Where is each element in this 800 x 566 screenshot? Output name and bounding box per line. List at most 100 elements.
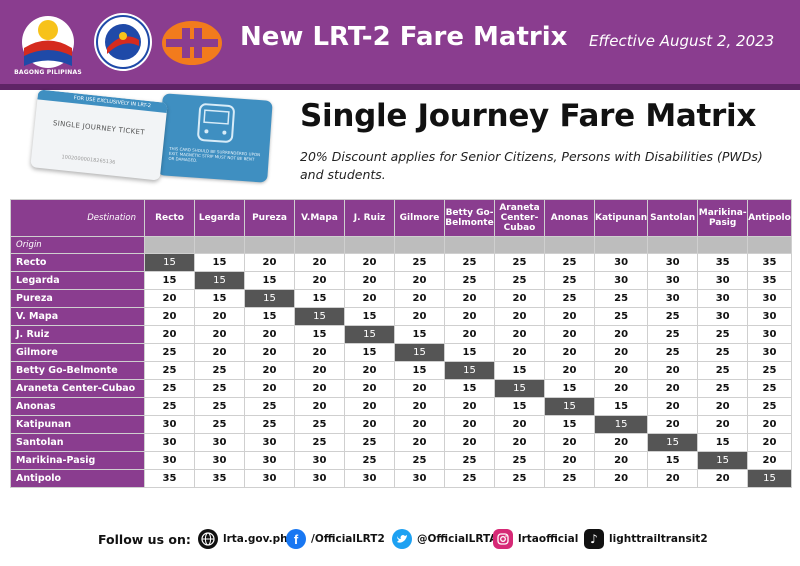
origin-station-label: Recto bbox=[10, 253, 145, 272]
social-website[interactable]: lrta.gov.ph bbox=[198, 528, 288, 550]
social-tiktok[interactable]: ♪ lighttrailtransit2 bbox=[584, 528, 708, 550]
fare-cell: 25 bbox=[444, 253, 495, 272]
fare-cell: 20 bbox=[697, 397, 749, 416]
fare-cell: 30 bbox=[144, 415, 195, 434]
fare-cell: 30 bbox=[647, 289, 699, 308]
fare-cell: 30 bbox=[747, 289, 792, 308]
fare-matrix-table: Destination Recto Legarda Pureza V.Mapa J. R… bbox=[10, 199, 792, 488]
twitter-icon bbox=[392, 529, 412, 549]
fare-cell: 30 bbox=[647, 271, 699, 290]
fare-cell: 20 bbox=[544, 451, 595, 470]
origin-label: Origin bbox=[10, 236, 145, 254]
fare-cell: 20 bbox=[494, 415, 545, 434]
instagram-icon bbox=[493, 529, 513, 549]
destination-header-cell: Legarda bbox=[194, 199, 245, 237]
fare-cell: 20 bbox=[494, 307, 545, 326]
fare-cell: 20 bbox=[194, 325, 245, 344]
fare-cell: 20 bbox=[544, 307, 595, 326]
fare-cell: 30 bbox=[294, 451, 345, 470]
fare-cell: 25 bbox=[544, 253, 595, 272]
social-facebook[interactable]: f /OfficialLRT2 bbox=[286, 528, 385, 550]
origin-spacer-cell bbox=[244, 236, 295, 254]
fare-cell: 20 bbox=[394, 433, 445, 452]
fare-cell: 20 bbox=[444, 289, 495, 308]
twitter-link[interactable]: @OfficialLRTA bbox=[417, 533, 498, 545]
fare-cell: 15 bbox=[544, 415, 595, 434]
fare-cell: 25 bbox=[344, 451, 395, 470]
fare-cell: 20 bbox=[344, 415, 395, 434]
fare-cell: 25 bbox=[494, 271, 545, 290]
social-twitter[interactable]: @OfficialLRTA bbox=[392, 528, 497, 550]
fare-cell: 25 bbox=[747, 361, 792, 380]
fare-cell: 15 bbox=[294, 325, 345, 344]
fare-cell: 15 bbox=[194, 271, 245, 290]
fare-cell: 20 bbox=[244, 379, 295, 398]
origin-station-label: Katipunan bbox=[10, 415, 145, 434]
ticket-back-image: THIS CARD SHOULD BE SURRENDERED UPON EXI… bbox=[157, 93, 273, 183]
fare-cell: 25 bbox=[593, 307, 649, 326]
fare-cell: 25 bbox=[593, 289, 649, 308]
fare-cell: 20 bbox=[544, 433, 595, 452]
fare-cell: 20 bbox=[444, 325, 495, 344]
fare-cell: 35 bbox=[697, 253, 749, 272]
fare-cell: 15 bbox=[344, 307, 395, 326]
fare-cell: 15 bbox=[144, 253, 195, 272]
website-link[interactable]: lrta.gov.ph bbox=[223, 533, 288, 545]
instagram-link[interactable]: lrtaofficial bbox=[518, 533, 579, 545]
fare-cell: 15 bbox=[593, 415, 649, 434]
fare-cell: 15 bbox=[494, 361, 545, 380]
fare-cell: 15 bbox=[444, 379, 495, 398]
destination-header-cell: Anonas bbox=[544, 199, 595, 237]
table-row: Recto 15 15 20 20 20 25 25 25 25 30 30 35 35 bbox=[10, 253, 792, 272]
origin-station-label: Gilmore bbox=[10, 343, 145, 362]
fare-cell: 20 bbox=[444, 415, 495, 434]
destination-header-cell: Gilmore bbox=[394, 199, 445, 237]
fare-cell: 20 bbox=[294, 361, 345, 380]
origin-station-label: Anonas bbox=[10, 397, 145, 416]
train-icon bbox=[197, 103, 235, 143]
fare-cell: 15 bbox=[647, 451, 699, 470]
fare-cell: 30 bbox=[244, 451, 295, 470]
table-row: J. Ruiz 20 20 20 15 15 15 20 20 20 20 25 25 30 bbox=[10, 325, 792, 344]
fare-cell: 20 bbox=[593, 469, 649, 488]
fare-cell: 25 bbox=[647, 343, 699, 362]
fare-cell: 20 bbox=[697, 469, 749, 488]
fare-cell: 30 bbox=[244, 433, 295, 452]
fare-cell: 30 bbox=[194, 451, 245, 470]
fare-cell: 25 bbox=[544, 271, 595, 290]
fare-cell: 30 bbox=[244, 469, 295, 488]
fare-cell: 25 bbox=[194, 397, 245, 416]
tiktok-link[interactable]: lighttrailtransit2 bbox=[609, 533, 708, 545]
footer: Follow us on: lrta.gov.ph f /OfficialLRT… bbox=[0, 522, 800, 556]
origin-spacer-cell bbox=[593, 236, 649, 254]
fare-cell: 20 bbox=[144, 289, 195, 308]
discount-note: 20% Discount applies for Senior Citizens… bbox=[300, 149, 763, 182]
fare-cell: 15 bbox=[344, 325, 395, 344]
fare-cell: 25 bbox=[647, 325, 699, 344]
ticket-number: 10020000018265136 bbox=[61, 154, 116, 166]
fare-cell: 25 bbox=[294, 415, 345, 434]
fare-cell: 20 bbox=[244, 343, 295, 362]
fare-cell: 15 bbox=[747, 469, 792, 488]
fare-cell: 30 bbox=[697, 289, 749, 308]
fare-cell: 15 bbox=[697, 433, 749, 452]
fare-cell: 20 bbox=[747, 451, 792, 470]
fare-cell: 30 bbox=[647, 253, 699, 272]
fare-cell: 15 bbox=[394, 343, 445, 362]
fare-cell: 20 bbox=[747, 415, 792, 434]
fare-cell: 20 bbox=[593, 361, 649, 380]
fare-cell: 15 bbox=[144, 271, 195, 290]
fare-cell: 25 bbox=[494, 469, 545, 488]
fare-cell: 20 bbox=[244, 253, 295, 272]
fare-cell: 20 bbox=[494, 325, 545, 344]
table-row: Antipolo 35 35 30 30 30 30 25 25 25 20 20 20 15 bbox=[10, 469, 792, 488]
fare-cell: 20 bbox=[394, 307, 445, 326]
fare-cell: 15 bbox=[494, 379, 545, 398]
table-row: Legarda 15 15 15 20 20 20 25 25 25 30 30 30 35 bbox=[10, 271, 792, 290]
facebook-link[interactable]: /OfficialLRT2 bbox=[311, 533, 385, 545]
globe-icon bbox=[198, 529, 218, 549]
social-instagram[interactable]: lrtaofficial bbox=[493, 528, 578, 550]
tiktok-icon: ♪ bbox=[584, 529, 604, 549]
fare-cell: 20 bbox=[194, 343, 245, 362]
fare-cell: 25 bbox=[444, 469, 495, 488]
